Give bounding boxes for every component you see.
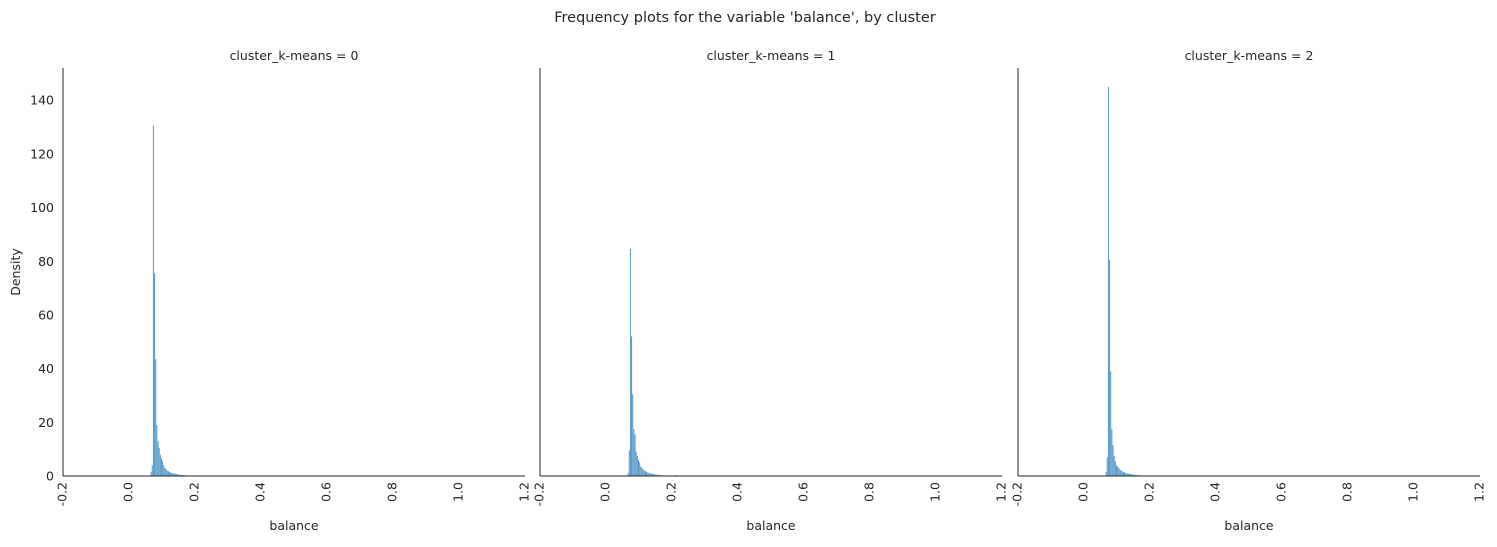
x-tick-label: 0.0 [121,482,136,502]
histogram-bar [1117,467,1118,476]
histogram-bar [1122,471,1123,476]
x-tick-label: -0.2 [55,482,70,506]
histogram-bar [636,452,637,476]
histogram-bar [1111,429,1112,476]
y-tick-label: 40 [38,361,54,376]
x-tick-label: 1.2 [994,482,1009,502]
histogram-bar [635,434,636,476]
x-tick-label: 0.4 [1208,482,1223,502]
facet-panel-2: cluster_k-means = 2 -0.2 0.0 0.2 0.4 0.6 0.8 1.… [1010,48,1487,533]
histogram-bar [647,473,648,476]
histogram-bar [643,469,644,476]
histogram-bar [1115,461,1116,476]
histogram-bar [158,441,159,476]
histogram-bar [1106,472,1107,476]
histogram-bar [645,471,646,476]
histogram-bar [152,465,153,476]
histogram-bar [1113,445,1114,476]
x-tick-label: 1.0 [1406,482,1421,502]
histogram-bar [1110,371,1111,476]
y-tick-label: 20 [38,415,54,430]
histogram-bar [155,359,156,476]
x-tick-label: 0.2 [187,482,202,502]
x-tick-label: 0.6 [1274,482,1289,502]
histogram-bar [1124,473,1125,476]
histogram-bar [166,469,167,476]
facet-panel-0: cluster_k-means = 0 -0.2 0.0 0.2 0.4 0.6 0.8 1.… [8,48,532,533]
histogram-bar [641,468,642,476]
histogram-bar [630,249,631,476]
y-tick-label: 80 [38,254,54,269]
x-tick-label: 0.8 [1340,482,1355,502]
histogram-bar [1123,472,1124,476]
x-axis-label: balance [1224,518,1274,533]
histogram-bar [1118,468,1119,476]
histogram-bar [167,471,168,476]
x-tick-label: 1.0 [928,482,943,502]
x-tick-label: 0.4 [730,482,745,502]
histogram-bar [163,465,164,476]
histogram-bar [1119,469,1120,476]
histogram-bar [164,468,165,476]
x-tick-label: 0.4 [253,482,268,502]
histogram-bar [1114,456,1115,476]
x-tick-label: 0.8 [862,482,877,502]
y-tick-label: 140 [30,93,54,108]
histogram-bar [638,460,639,476]
x-tick-label: 0.6 [796,482,811,502]
histogram-bar [1121,471,1122,476]
histogram-bar [160,455,161,476]
y-tick-label: 120 [30,146,54,161]
figure-title: Frequency plots for the variable 'balanc… [554,10,936,26]
x-tick-label: 0.8 [385,482,400,502]
facet-title: cluster_k-means = 0 [230,48,359,63]
facet-title: cluster_k-means = 1 [707,48,836,63]
histogram-bar [633,429,634,476]
histogram-bar [632,394,633,476]
histogram-bar [640,467,641,476]
x-tick-label: 0.0 [1076,482,1091,502]
histogram-bar [1108,87,1109,476]
x-axis-label: balance [746,518,796,533]
histogram-bar [1107,457,1108,476]
x-tick-label: 0.0 [598,482,613,502]
y-axis-label: Density [8,248,23,296]
x-axis-label: balance [269,518,319,533]
histogram-bar [168,471,169,476]
histogram-bar [156,425,157,476]
histogram-bar [644,471,645,476]
histogram-bar [170,473,171,476]
histogram-bar [151,472,152,476]
histogram-bar [646,472,647,476]
histogram-bar [159,448,160,476]
histogram-bar [1109,260,1110,476]
x-tick-label: 1.2 [1472,482,1487,502]
y-tick-label: 0 [46,469,54,484]
facet-panel-1: cluster_k-means = 1 -0.2 0.0 0.2 0.4 0.6 0.8 1.… [532,48,1009,533]
x-tick-label: 0.6 [319,482,334,502]
histogram-bar [639,463,640,476]
y-tick-label: 100 [30,200,54,215]
histogram-bar [161,459,162,476]
histogram-bar [1116,465,1117,476]
x-tick-label: -0.2 [532,482,547,506]
histogram-bar [153,126,154,476]
histogram-bar [162,461,163,476]
x-tick-label: 1.2 [517,482,532,502]
x-tick-label: 0.2 [1142,482,1157,502]
histogram-bar [154,273,155,476]
x-tick-label: 1.0 [451,482,466,502]
facet-title: cluster_k-means = 2 [1185,48,1314,63]
histogram-bar [629,451,630,477]
histogram-bar [631,336,632,476]
histogram-bar [637,456,638,476]
histogram-bar [169,472,170,476]
x-tick-label: 0.2 [664,482,679,502]
x-tick-label: -0.2 [1010,482,1025,506]
y-tick-label: 60 [38,307,54,322]
